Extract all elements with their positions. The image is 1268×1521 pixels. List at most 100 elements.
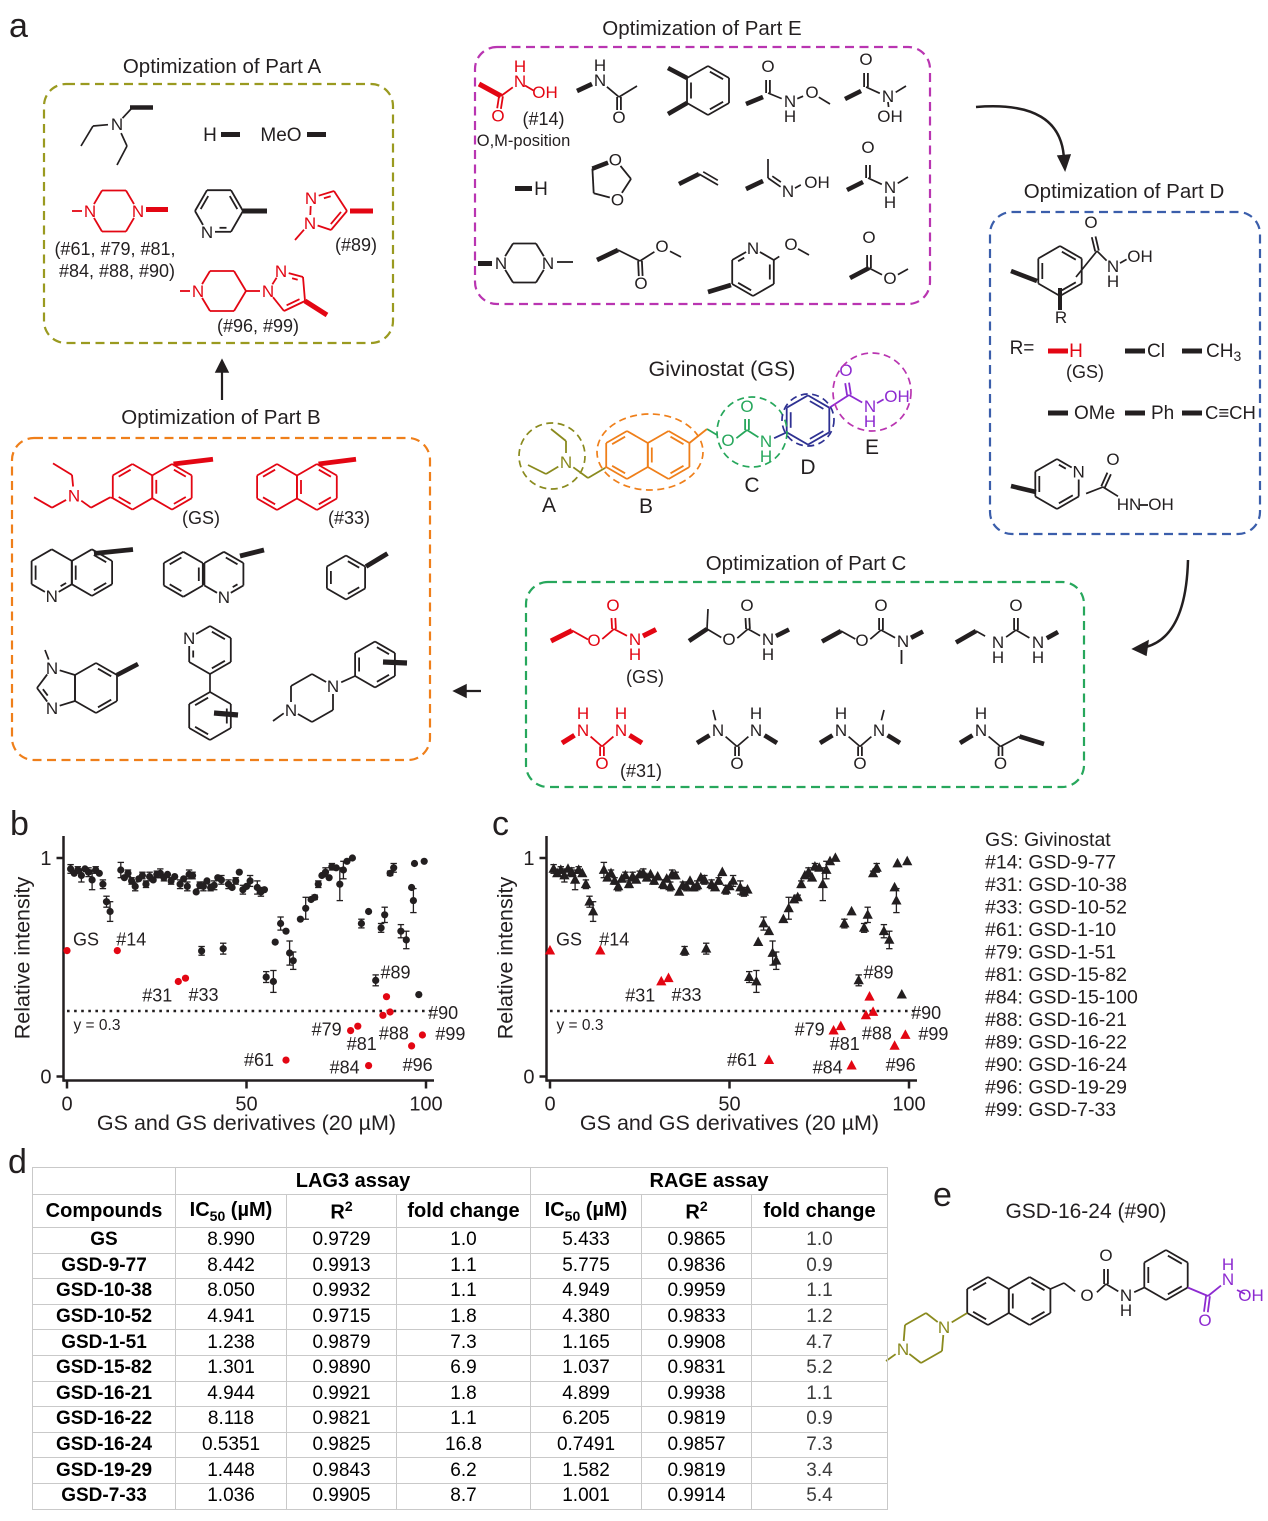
svg-text:H: H <box>864 412 876 431</box>
svg-text:H: H <box>1032 648 1044 667</box>
svg-text:O: O <box>861 138 874 157</box>
svg-text:O: O <box>1009 596 1022 615</box>
svg-text:#81: #81 <box>347 1034 377 1054</box>
svg-text:O: O <box>721 431 734 450</box>
svg-text:100: 100 <box>409 1094 442 1116</box>
svg-text:GS and GS derivatives (20 µM): GS and GS derivatives (20 µM) <box>580 1111 879 1135</box>
svg-text:50: 50 <box>718 1094 740 1116</box>
svg-text:N: N <box>495 254 507 273</box>
svg-text:OH: OH <box>532 83 558 102</box>
svg-text:#31: #31 <box>625 986 655 1006</box>
svg-text:MeO: MeO <box>260 125 301 146</box>
svg-text:O: O <box>1099 1246 1112 1265</box>
svg-text:N: N <box>760 432 772 451</box>
svg-text:#81: #81 <box>830 1034 860 1054</box>
svg-text:O: O <box>874 596 887 615</box>
svg-text:N: N <box>835 721 847 740</box>
svg-text:#84: #84 <box>330 1058 360 1078</box>
svg-text:N: N <box>46 699 58 718</box>
svg-text:N: N <box>897 1340 909 1359</box>
svg-text:#79: GSD-1-51: #79: GSD-1-51 <box>985 942 1116 964</box>
svg-text:GS and GS derivatives (20 µM): GS and GS derivatives (20 µM) <box>97 1111 396 1135</box>
svg-text:a: a <box>9 7 28 45</box>
svg-text:#84: #84 <box>813 1058 843 1078</box>
svg-text:#33: #33 <box>188 985 218 1005</box>
svg-text:O: O <box>722 630 735 649</box>
svg-text:#14: #14 <box>116 930 146 950</box>
svg-text:0: 0 <box>40 1067 51 1089</box>
svg-text:#88: GSD-16-21: #88: GSD-16-21 <box>985 1009 1127 1031</box>
svg-text:OH: OH <box>804 173 830 192</box>
svg-text:c: c <box>492 805 509 843</box>
svg-text:O: O <box>853 754 866 773</box>
svg-text:N: N <box>46 659 58 678</box>
svg-text:H: H <box>784 107 796 126</box>
svg-text:#90: #90 <box>911 1003 941 1023</box>
svg-text:N: N <box>784 92 796 111</box>
svg-text:O: O <box>1106 450 1119 469</box>
svg-text:#84: GSD-15-100: #84: GSD-15-100 <box>985 987 1138 1009</box>
svg-text:H: H <box>1069 341 1083 362</box>
svg-text:H: H <box>750 704 762 723</box>
svg-text:(GS): (GS) <box>1066 362 1104 382</box>
svg-text:N: N <box>327 677 339 696</box>
svg-text:H: H <box>594 56 606 75</box>
svg-text:N: N <box>615 721 627 740</box>
svg-text:R=: R= <box>1010 338 1035 359</box>
svg-text:y = 0.3: y = 0.3 <box>557 1017 604 1034</box>
svg-text:Optimization of Part E: Optimization of Part E <box>602 17 801 40</box>
svg-text:O: O <box>612 108 625 127</box>
svg-text:#96: GSD-19-29: #96: GSD-19-29 <box>985 1077 1127 1099</box>
svg-text:N: N <box>577 721 589 740</box>
svg-text:#61: GSD-1-10: #61: GSD-1-10 <box>985 919 1116 941</box>
svg-text:O: O <box>740 397 753 416</box>
svg-text:0: 0 <box>61 1094 72 1116</box>
svg-text:y = 0.3: y = 0.3 <box>74 1017 121 1034</box>
svg-text:OH: OH <box>1127 247 1153 266</box>
svg-text:OH: OH <box>1238 1286 1264 1305</box>
svg-text:#88: #88 <box>862 1023 892 1043</box>
svg-text:R: R <box>1055 308 1067 327</box>
svg-text:O: O <box>859 50 872 69</box>
svg-text:O: O <box>862 228 875 247</box>
svg-text:O: O <box>805 83 818 102</box>
svg-text:N: N <box>1032 633 1044 652</box>
svg-text:#96: #96 <box>403 1055 433 1075</box>
svg-text:e: e <box>933 1176 952 1214</box>
svg-text:H: H <box>760 447 772 466</box>
svg-text:H: H <box>884 193 896 212</box>
svg-text:Optimization of Part C: Optimization of Part C <box>706 552 907 575</box>
svg-text:N: N <box>84 202 96 221</box>
svg-text:N: N <box>275 262 287 281</box>
svg-text:O: O <box>784 235 797 254</box>
svg-text:Optimization of Part D: Optimization of Part D <box>1024 180 1225 203</box>
svg-text:Cl: Cl <box>1147 341 1165 362</box>
svg-text:O: O <box>609 151 622 170</box>
svg-text:#61: #61 <box>244 1050 274 1070</box>
svg-text:O: O <box>883 269 896 288</box>
svg-text:#88: #88 <box>379 1023 409 1043</box>
svg-text:#31: #31 <box>142 986 172 1006</box>
svg-text:O: O <box>994 754 1007 773</box>
svg-text:N: N <box>992 633 1004 652</box>
svg-text:0: 0 <box>523 1067 534 1089</box>
svg-text:N: N <box>304 214 316 233</box>
svg-text:H: H <box>1107 272 1119 291</box>
svg-text:(GS): (GS) <box>626 667 664 687</box>
svg-text:N: N <box>1107 257 1119 276</box>
svg-text:(#89): (#89) <box>335 235 377 255</box>
svg-text:OH: OH <box>884 387 910 406</box>
svg-text:N: N <box>629 630 641 649</box>
svg-text:N: N <box>262 282 274 301</box>
svg-text:O: O <box>1084 213 1097 232</box>
svg-text:N: N <box>747 239 759 258</box>
svg-text:N: N <box>560 453 572 472</box>
svg-text:N: N <box>884 178 896 197</box>
svg-text:O: O <box>740 596 753 615</box>
svg-text:N: N <box>305 189 317 208</box>
svg-text:100: 100 <box>892 1094 925 1116</box>
svg-text:#79: #79 <box>795 1020 825 1040</box>
svg-text:O: O <box>855 631 868 650</box>
svg-text:N: N <box>873 721 885 740</box>
svg-text:#33: GSD-10-52: #33: GSD-10-52 <box>985 897 1127 919</box>
